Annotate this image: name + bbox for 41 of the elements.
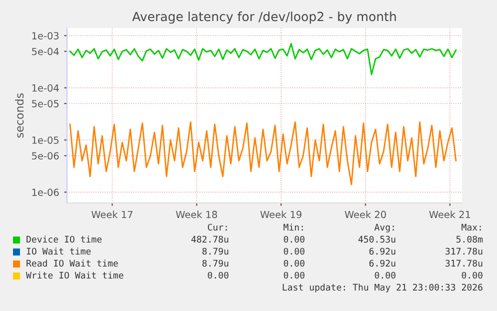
text: 0.00 [284,236,304,243]
text: 5.08m [456,236,483,243]
text: 482.78u [191,236,228,243]
x-tick-label: Week 19 [260,210,302,218]
text: 0.00 [374,272,396,279]
legend-label: Read IO Wait time [26,260,118,267]
text: 8.79u [202,260,228,267]
legend-label: Write IO Wait time [26,272,124,279]
x-tick-label: Week 18 [176,210,218,218]
y-tick-label: 1e-05 [32,136,59,144]
text: Max: [462,224,481,231]
y-axis-title: seconds [15,93,24,138]
line-series [69,121,457,186]
y-tick-label: 5e-05 [32,100,59,108]
text: 6.92u [369,248,396,255]
text: Cur: [208,224,227,231]
legend-label: Device IO time [26,236,102,243]
text: 0.00 [462,272,482,279]
text: 0.00 [284,260,304,267]
text: Min: [284,224,303,231]
text: 0.00 [284,248,304,255]
text: 0.00 [284,272,304,279]
y-tick-label: 1e-06 [32,188,59,196]
x-tick-label: Week 21 [429,210,470,218]
y-tick-label: 5e-06 [32,152,59,160]
x-tick-label: Week 17 [92,210,132,218]
text: Avg: [374,224,394,232]
y-tick-label: 1e-04 [32,84,59,92]
text: 8.79u [202,248,228,255]
text: 317.78u [446,260,482,267]
text: 6.92u [369,260,396,267]
chart-title: Average latency for /dev/loop2 - by month [132,12,396,24]
text: 450.53u [358,236,396,243]
text: Last update: Thu May 21 23:00:33 2026 [282,284,482,292]
y-tick-label: 5e-04 [32,48,59,56]
x-tick-label: Week 20 [344,210,386,218]
legend-label: IO Wait time [26,248,91,255]
y-tick-label: 1e-03 [32,32,59,40]
text: 317.78u [446,248,482,255]
line-series [69,43,457,76]
text: 0.00 [208,272,228,279]
